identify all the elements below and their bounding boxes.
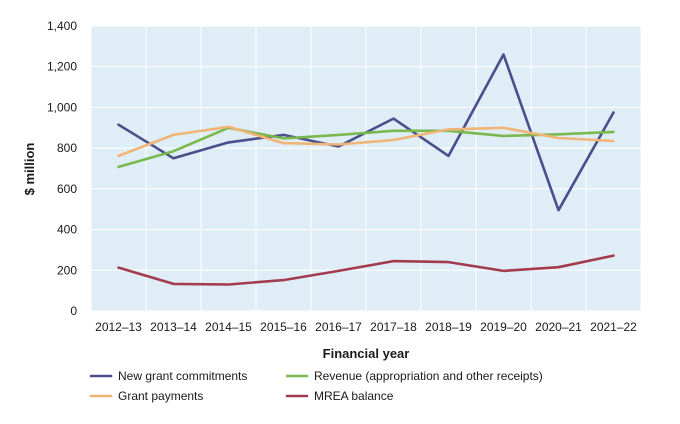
- x-axis-title: Financial year: [323, 346, 410, 361]
- x-tick-label: 2013–14: [150, 320, 197, 334]
- series-line: [117, 125, 615, 158]
- series-lines: [117, 53, 615, 286]
- legend: New grant commitments Revenue (appropriat…: [89, 369, 543, 403]
- legend-label: New grant commitments: [118, 369, 247, 383]
- y-tick-label: 600: [57, 182, 77, 196]
- x-tick-label: 2014–15: [205, 320, 252, 334]
- x-tick-label: 2012–13: [95, 320, 142, 334]
- x-tick-labels: 2012–13 2013–14 2014–15 2015–16 2016–17 2017–…: [95, 320, 637, 334]
- x-tick-label: 2017–18: [370, 320, 417, 334]
- x-tick-label: 2015–16: [260, 320, 307, 334]
- y-axis-title: $ million: [22, 143, 37, 196]
- y-tick-label: 200: [57, 263, 77, 277]
- grid-lines: [90, 25, 642, 312]
- y-tick-label: 0: [70, 304, 77, 318]
- x-tick-label: 2016–17: [315, 320, 362, 334]
- y-tick-label: 400: [57, 223, 77, 237]
- y-tick-label: 1,400: [47, 19, 77, 33]
- y-tick-label: 800: [57, 141, 77, 155]
- legend-label: Revenue (appropriation and other receipt…: [314, 369, 543, 383]
- series-line: [117, 254, 615, 286]
- x-tick-label: 2019–20: [480, 320, 527, 334]
- x-tick-label: 2020–21: [535, 320, 582, 334]
- y-tick-label: 1,200: [47, 60, 77, 74]
- legend-label: Grant payments: [118, 389, 203, 403]
- y-tick-label: 1,000: [47, 100, 77, 114]
- x-tick-label: 2018–19: [425, 320, 472, 334]
- legend-label: MREA balance: [314, 389, 394, 403]
- y-tick-labels: 0 200 400 600 800 1,000 1,200 1,400: [47, 19, 77, 318]
- x-tick-label: 2021–22: [590, 320, 637, 334]
- series-line: [117, 126, 615, 169]
